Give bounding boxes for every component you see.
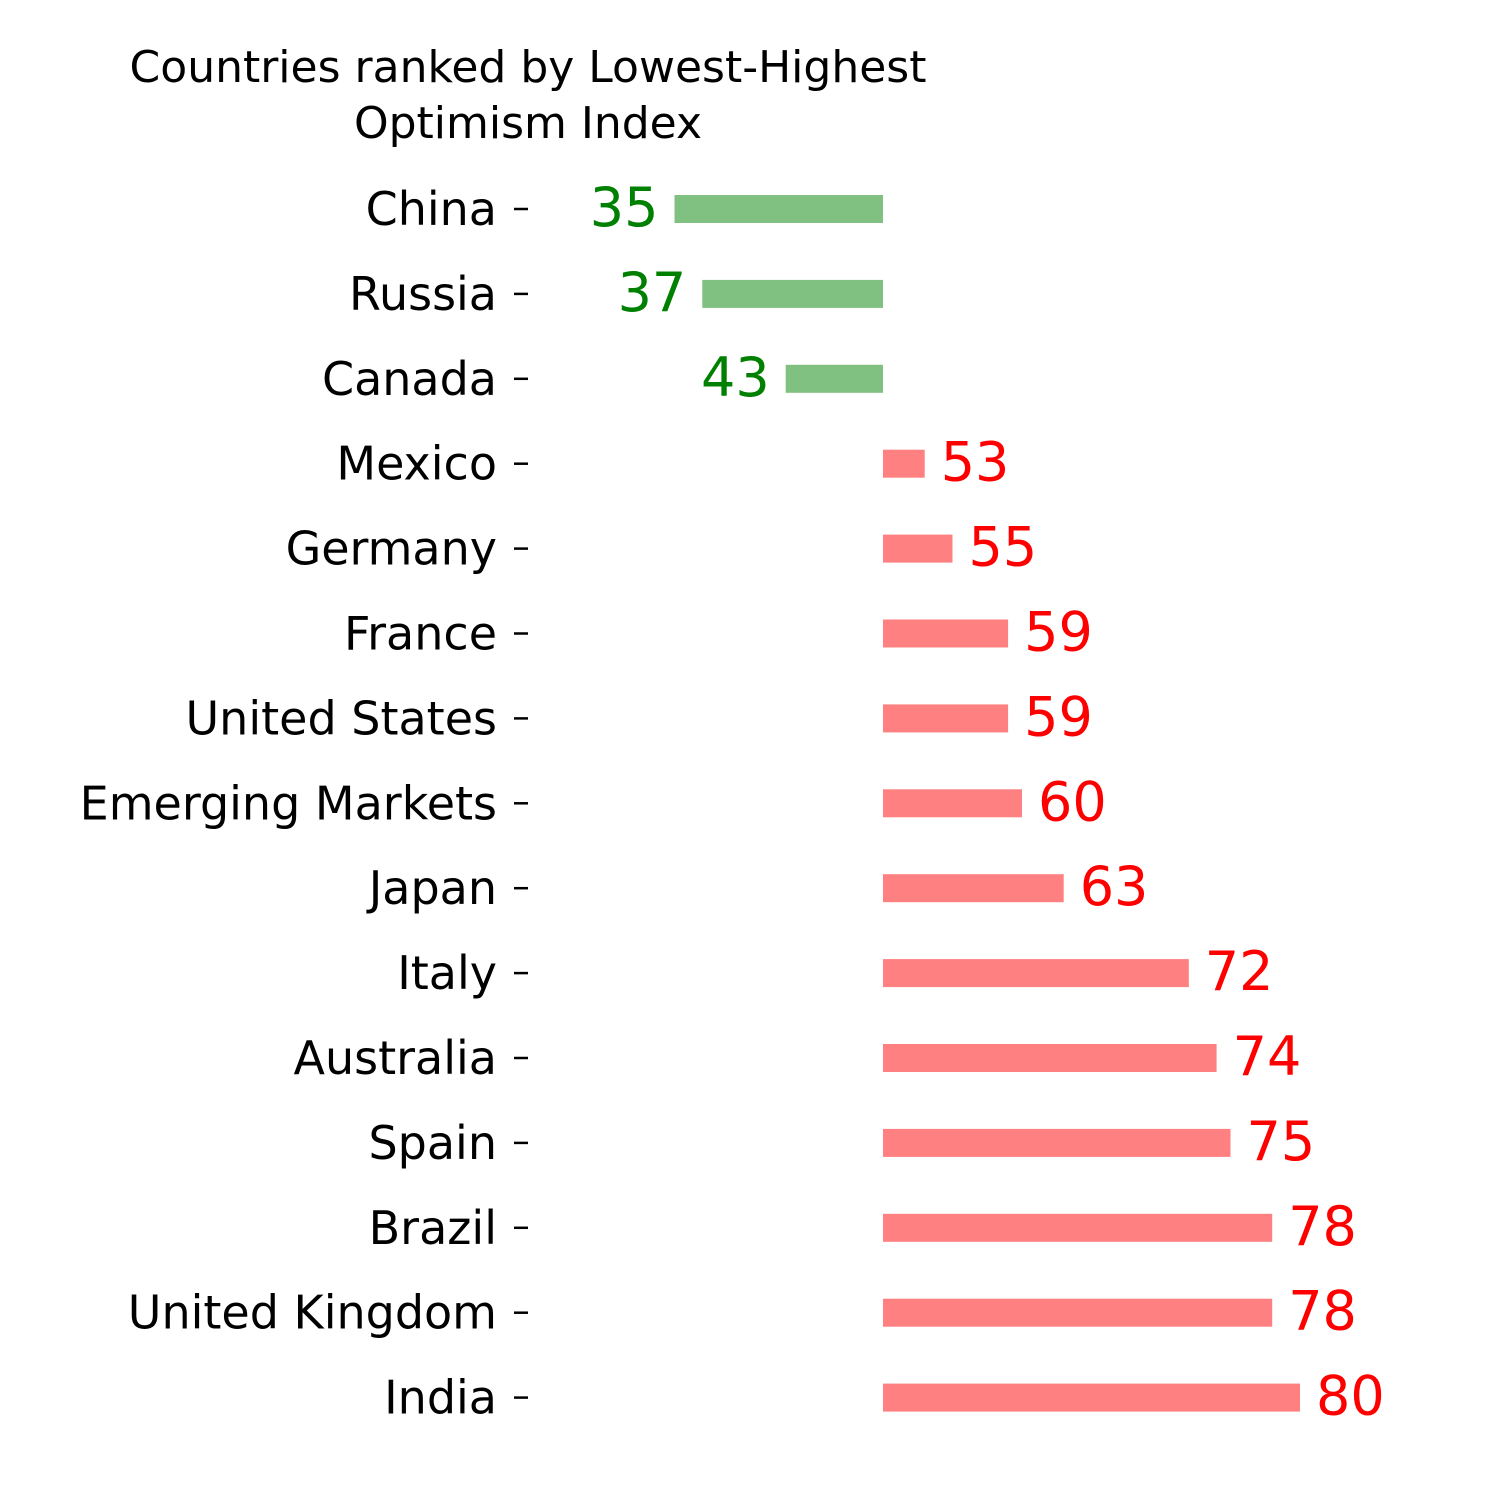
bar-emerging-markets (883, 789, 1022, 818)
category-label-mexico: Mexico (336, 437, 497, 491)
category-label-spain: Spain (368, 1116, 497, 1170)
chart-title-line-2: Optimism Index (353, 98, 703, 149)
category-label-united-kingdom: United Kingdom (128, 1286, 497, 1340)
value-label-brazil: 78 (1288, 1195, 1357, 1258)
bar-united-states (883, 704, 1009, 733)
chart-title-line-1: Countries ranked by Lowest-Highest (129, 42, 927, 93)
value-label-japan: 63 (1080, 855, 1149, 918)
value-label-germany: 55 (969, 516, 1038, 579)
category-label-brazil: Brazil (369, 1201, 497, 1255)
bar-russia (702, 279, 883, 308)
value-label-france: 59 (1024, 601, 1093, 664)
bar-france (883, 619, 1009, 648)
bar-germany (883, 534, 953, 563)
value-label-canada: 43 (701, 346, 770, 409)
bar-canada (785, 364, 883, 393)
category-label-emerging-markets: Emerging Markets (80, 776, 497, 830)
bar-india (883, 1383, 1300, 1412)
value-label-spain: 75 (1247, 1110, 1316, 1173)
value-label-united-kingdom: 78 (1288, 1280, 1357, 1343)
bar-japan (883, 874, 1064, 903)
value-label-mexico: 53 (941, 431, 1010, 494)
value-label-india: 80 (1316, 1365, 1385, 1428)
category-label-germany: Germany (286, 522, 497, 576)
category-label-india: India (384, 1371, 497, 1425)
value-label-china: 35 (590, 176, 659, 239)
category-label-france: France (344, 607, 497, 661)
value-label-russia: 37 (618, 261, 687, 324)
category-label-italy: Italy (397, 946, 497, 1000)
chart-title: Countries ranked by Lowest-Highest Optim… (28, 40, 1028, 152)
category-label-australia: Australia (294, 1031, 497, 1085)
bar-mexico (883, 449, 925, 478)
value-label-united-states: 59 (1024, 685, 1093, 748)
bar-united-kingdom (883, 1298, 1273, 1327)
bars-group (674, 195, 1300, 1412)
bar-china (674, 195, 883, 223)
category-label-united-states: United States (186, 691, 498, 745)
value-label-australia: 74 (1233, 1025, 1302, 1088)
category-label-canada: Canada (322, 352, 497, 406)
category-label-japan: Japan (366, 861, 497, 915)
bar-spain (883, 1128, 1231, 1157)
bar-brazil (883, 1213, 1273, 1242)
labels-group: China 35 Russia 37 Canada 43 Mexico 53 Germany 55… (80, 176, 1385, 1428)
category-label-russia: Russia (349, 267, 497, 321)
category-label-china: China (366, 182, 497, 236)
bar-australia (883, 1044, 1217, 1072)
value-label-italy: 72 (1205, 940, 1274, 1003)
value-label-emerging-markets: 60 (1038, 770, 1107, 833)
bar-italy (883, 959, 1189, 988)
